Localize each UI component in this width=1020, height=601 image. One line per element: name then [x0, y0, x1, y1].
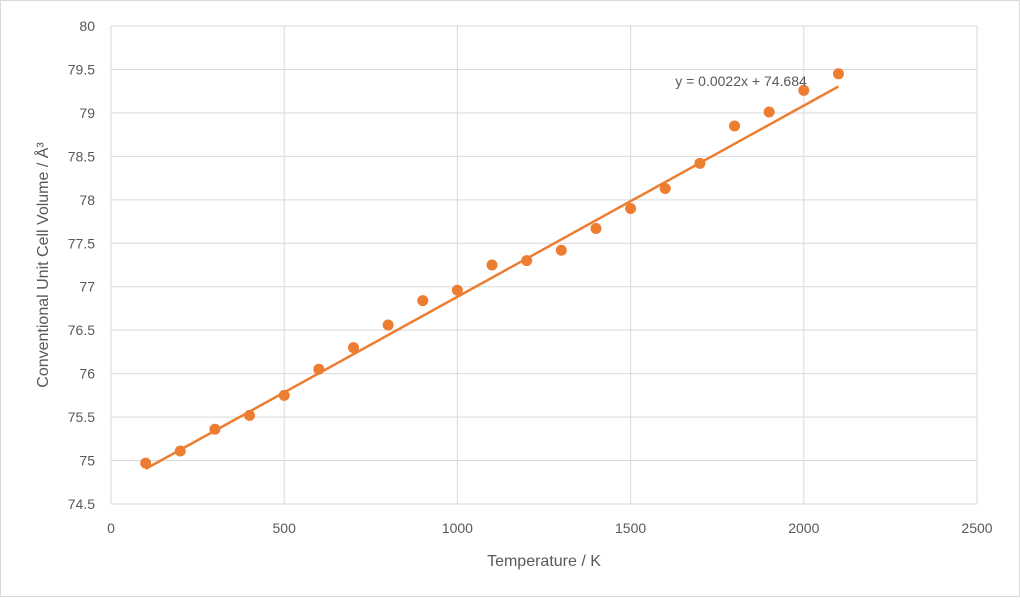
x-tick-label: 2500: [961, 520, 992, 536]
data-point: [625, 203, 637, 215]
y-tick-label: 76: [79, 366, 95, 382]
data-point: [174, 445, 186, 457]
data-point: [590, 222, 602, 234]
data-point: [832, 68, 844, 80]
data-point: [417, 295, 429, 307]
y-tick-label: 76.5: [68, 322, 95, 338]
y-tick-label: 75.5: [68, 409, 95, 425]
x-tick-label: 1500: [615, 520, 646, 536]
data-point: [763, 106, 775, 118]
x-tick-label: 1000: [442, 520, 473, 536]
y-tick-label: 77: [79, 279, 95, 295]
y-tick-label: 79.5: [68, 61, 95, 77]
y-tick-label: 74.5: [68, 496, 95, 512]
trendline-equation: y = 0.0022x + 74.684: [675, 73, 807, 89]
data-point: [278, 389, 290, 401]
x-axis-title: Temperature / K: [487, 553, 601, 570]
data-point: [313, 363, 325, 375]
data-point: [244, 409, 256, 421]
y-tick-label: 75: [79, 453, 95, 469]
data-point: [347, 342, 359, 354]
tick-labels: 74.5 75 75.5 76 76.5 77 77.5 78 78.5 79 79.5 80 0 500…: [68, 18, 993, 536]
data-point: [140, 457, 152, 469]
y-tick-label: 79: [79, 105, 95, 121]
y-tick-label: 80: [79, 18, 95, 34]
data-point: [486, 259, 498, 271]
gridlines: [110, 25, 978, 505]
data-point: [659, 183, 671, 195]
y-tick-label: 78: [79, 192, 95, 208]
trendline: [145, 85, 840, 470]
data-point: [798, 84, 810, 96]
x-tick-label: 0: [107, 520, 115, 536]
data-point: [209, 423, 221, 435]
data-point: [382, 319, 394, 331]
data-point: [555, 244, 567, 256]
data-point: [451, 284, 463, 296]
data-points: [140, 68, 844, 469]
data-point: [694, 157, 706, 169]
y-axis-title: Conventional Unit Cell Volume / Å³: [33, 142, 52, 388]
data-point: [521, 255, 533, 267]
y-tick-label: 78.5: [68, 148, 95, 164]
data-point: [729, 120, 741, 132]
x-tick-label: 2000: [788, 520, 819, 536]
y-tick-label: 77.5: [68, 235, 95, 251]
trendline-group: [145, 85, 840, 470]
x-tick-label: 500: [273, 520, 297, 536]
